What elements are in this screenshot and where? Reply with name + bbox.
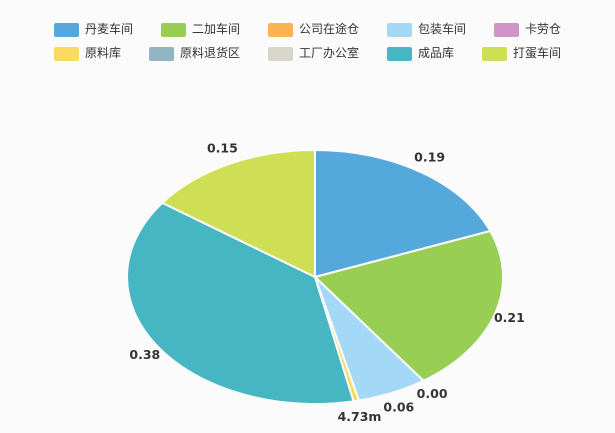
legend-swatch-icon [387, 46, 412, 61]
pie-slice-label-1: 0.21 [494, 310, 525, 325]
pie-slice-0[interactable] [314, 148, 492, 279]
legend-item-9[interactable]: 打蛋车间 [482, 46, 561, 61]
legend-item-2[interactable]: 公司在途仓 [267, 22, 359, 37]
legend-swatch-icon [53, 22, 79, 37]
legend-item-5[interactable]: 原料库 [53, 46, 121, 61]
legend-swatch-icon [160, 22, 186, 37]
legend-label: 成品库 [418, 46, 455, 60]
legend-label: 二加车间 [191, 22, 240, 36]
legend-label: 原料库 [84, 46, 121, 60]
pie-slice-label-0: 0.19 [414, 150, 445, 165]
pie-slice-8[interactable] [126, 201, 355, 405]
pie-slice-label-2: 0.00 [417, 386, 448, 401]
legend-item-6[interactable]: 原料退货区 [148, 46, 240, 61]
legend: 丹麦车间 二加车间 公司在途仓 包装车间 卡劳仓原料库 原料退货区 工厂办公室 成品库 打蛋车间 [0, 22, 615, 61]
legend-label: 公司在途仓 [298, 22, 359, 36]
legend-label: 原料退货区 [179, 46, 240, 60]
legend-item-3[interactable]: 包装车间 [387, 22, 466, 37]
pie-slice-label-5: 4.73m [338, 409, 382, 424]
legend-row: 丹麦车间 二加车间 公司在途仓 包装车间 卡劳仓 [0, 22, 615, 37]
legend-swatch-icon [267, 46, 293, 61]
legend-swatch-icon [482, 46, 508, 61]
legend-swatch-icon [53, 46, 79, 61]
legend-item-4[interactable]: 卡劳仓 [494, 22, 561, 37]
pie-slice-9[interactable] [160, 148, 316, 279]
legend-label: 卡劳仓 [525, 22, 562, 36]
legend-item-7[interactable]: 工厂办公室 [267, 46, 359, 61]
legend-item-8[interactable]: 成品库 [387, 46, 454, 61]
pie-slice-label-8: 0.38 [129, 347, 160, 362]
legend-item-0[interactable]: 丹麦车间 [53, 22, 133, 37]
legend-row: 原料库 原料退货区 工厂办公室 成品库 打蛋车间 [0, 46, 615, 61]
legend-label: 包装车间 [418, 22, 467, 36]
legend-item-1[interactable]: 二加车间 [160, 22, 240, 37]
legend-label: 打蛋车间 [513, 46, 562, 60]
legend-swatch-icon [494, 22, 520, 37]
pie-slice-label-3: 0.06 [383, 400, 414, 415]
legend-label: 工厂办公室 [298, 46, 359, 60]
legend-swatch-icon [387, 22, 412, 37]
legend-swatch-icon [148, 46, 174, 61]
legend-swatch-icon [267, 22, 293, 37]
legend-label: 丹麦车间 [84, 22, 133, 36]
pie-slice-1[interactable] [313, 229, 504, 382]
pie-slice-label-9: 0.15 [207, 140, 238, 155]
